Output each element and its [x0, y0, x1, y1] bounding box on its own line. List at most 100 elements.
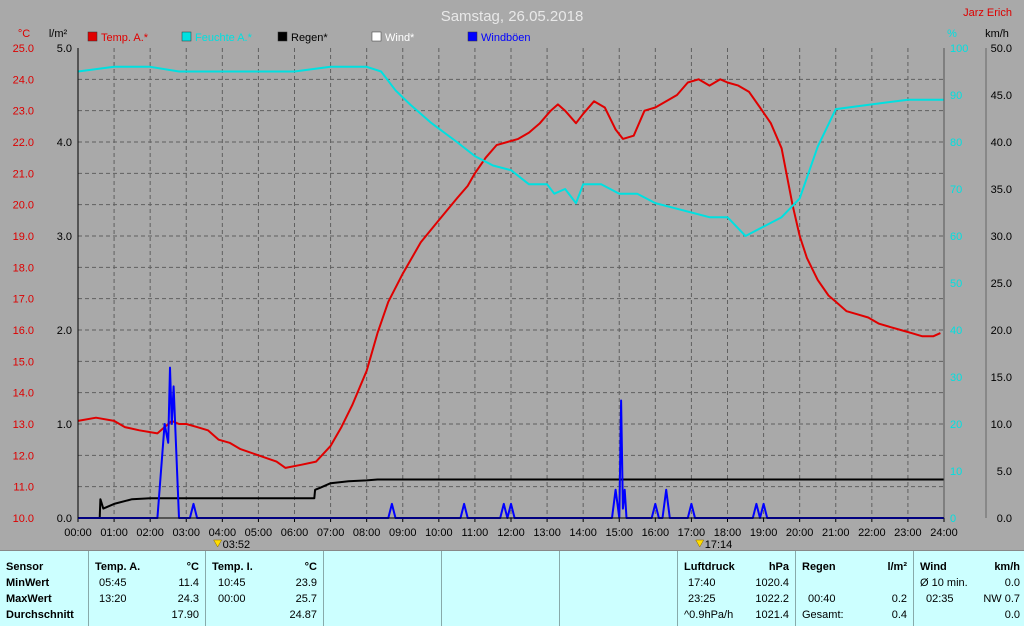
summary-empty-column-2 [442, 551, 560, 626]
rain-axis: 0.0 1.0 2.0 3.0 4.0 5.0 [57, 43, 72, 525]
temp-a-min-value: 11.4 [178, 577, 199, 589]
sunset-icon [695, 539, 705, 548]
time-tick-label: 02:00 [136, 527, 164, 539]
row-label-avg: Durchschnitt [6, 609, 74, 621]
time-tick-label: 01:00 [100, 527, 128, 539]
sunrise-icon [213, 539, 223, 548]
wind-tick-label: 25.0 [991, 278, 1012, 290]
time-tick-label: 15:00 [605, 527, 633, 539]
time-tick-label: 07:00 [317, 527, 345, 539]
sun-markers: 03:52 17:14 [213, 539, 732, 550]
wind-tick-label: 15.0 [991, 372, 1012, 384]
time-tick-label: 05:00 [245, 527, 273, 539]
wind-avg-value: 0.0 [1004, 609, 1020, 621]
legend-swatch [277, 31, 288, 42]
series-line-wind-gusts [78, 366, 944, 519]
summary-temp-a-column: Temp. A. °C 05:45 11.4 13:20 24.3 17.90 [89, 551, 206, 626]
humidity-tick-label: 0 [950, 513, 956, 525]
wind-tick-label: 40.0 [991, 137, 1012, 149]
time-tick-label: 13:00 [533, 527, 561, 539]
summary-pressure-column: Luftdruck hPa 17:40 1020.4 23:25 1022.2 … [678, 551, 796, 626]
humidity-tick-label: 90 [950, 90, 962, 102]
legend-label: Wind* [385, 32, 415, 44]
time-tick-label: 19:00 [750, 527, 778, 539]
series-line-humidity [77, 65, 944, 237]
wind-tick-label: 5.0 [997, 466, 1012, 478]
summary-sensor-column: Sensor MinWert MaxWert Durchschnitt [0, 551, 89, 626]
weather-chart: 10.0 11.0 12.0 13.0 14.0 15.0 16.0 17.0 18.0 19.0… [13, 7, 1012, 550]
wind-tick-label: 30.0 [991, 231, 1012, 243]
wind-tick-label: 45.0 [991, 90, 1012, 102]
temp-tick-label: 25.0 [13, 43, 34, 55]
humidity-tick-label: 50 [950, 278, 962, 290]
humidity-tick-label: 100 [950, 43, 968, 55]
humidity-tick-label: 40 [950, 325, 962, 337]
temp-a-max-value: 24.3 [177, 593, 199, 605]
time-tick-label: 04:00 [209, 527, 237, 539]
time-tick-label: 08:00 [353, 527, 381, 539]
humidity-tick-label: 60 [950, 231, 962, 243]
humidity-tick-label: 80 [950, 137, 962, 149]
temp-tick-label: 12.0 [13, 450, 34, 462]
temp-tick-label: 13.0 [13, 419, 34, 431]
temp-tick-label: 18.0 [13, 262, 34, 274]
legend-label: Regen* [291, 32, 328, 44]
rain-tick-label: 3.0 [57, 231, 72, 243]
time-tick-label: 17:00 [678, 527, 706, 539]
temp-i-header: Temp. I. [212, 561, 253, 573]
chart-title: Samstag, 26.05.2018 [441, 8, 584, 25]
temp-tick-label: 21.0 [13, 168, 34, 180]
legend-swatch [467, 31, 478, 42]
temp-a-unit: °C [186, 561, 199, 573]
wind-unit: km/h [994, 561, 1020, 573]
time-tick-label: 16:00 [642, 527, 670, 539]
summary-wind-column: Wind km/h Ø 10 min. 0.0 02:35 NW 0.7 0.0 [914, 551, 1024, 626]
pressure-header: Luftdruck [684, 561, 735, 573]
rain-total-value: 0.4 [891, 609, 907, 621]
temp-tick-label: 14.0 [13, 388, 34, 400]
summary-panel: Sensor MinWert MaxWert Durchschnitt Temp… [0, 550, 1024, 626]
legend-swatch [371, 31, 382, 42]
time-tick-label: 10:00 [425, 527, 453, 539]
wind-unit-label: km/h [985, 28, 1009, 40]
rain-unit: l/m² [887, 561, 907, 573]
pressure-max-value: 1022.2 [755, 593, 789, 605]
legend-label: Feuchte A.* [195, 32, 253, 44]
temp-tick-label: 16.0 [13, 325, 34, 337]
summary-empty-column-1 [324, 551, 442, 626]
time-tick-label: 11:00 [462, 527, 489, 539]
time-tick-label: 21:00 [822, 527, 850, 539]
temp-tick-label: 22.0 [13, 137, 34, 149]
wind-tick-label: 10.0 [991, 419, 1012, 431]
rain-tick-label: 0.0 [57, 513, 72, 525]
wind-tick-label: 50.0 [991, 43, 1012, 55]
humidity-tick-label: 70 [950, 184, 962, 196]
wind-avg10-value: 0.0 [1004, 577, 1020, 589]
temp-i-max-value: 25.7 [295, 593, 317, 605]
series-line-rain [78, 478, 944, 519]
rain-max-time: 00:40 [808, 593, 836, 605]
legend-swatch [181, 31, 192, 42]
pressure-min-time: 17:40 [688, 577, 716, 589]
humidity-axis: 0 10 20 30 40 50 60 70 80 90 100 [950, 43, 968, 525]
grid [78, 48, 944, 518]
humidity-tick-label: 30 [950, 372, 962, 384]
wind-avg10-label: Ø 10 min. [920, 577, 968, 589]
row-label-max: MaxWert [6, 593, 52, 605]
temp-i-unit: °C [304, 561, 317, 573]
rain-tick-label: 5.0 [57, 43, 72, 55]
pressure-max-time: 23:25 [688, 593, 716, 605]
legend-label: Temp. A.* [101, 32, 149, 44]
pressure-trend: ^0.9hPa/h [684, 609, 734, 621]
author-label: Jarz Erich [963, 7, 1012, 19]
time-tick-label: 06:00 [281, 527, 309, 539]
wind-tick-label: 20.0 [991, 325, 1012, 337]
wind-max-time: 02:35 [926, 593, 954, 605]
rain-tick-label: 1.0 [57, 419, 72, 431]
time-tick-label: 22:00 [858, 527, 886, 539]
humidity-tick-label: 10 [950, 466, 962, 478]
temp-i-min-time: 10:45 [218, 577, 246, 589]
temp-tick-label: 17.0 [13, 294, 34, 306]
time-tick-label: 18:00 [714, 527, 742, 539]
series-group [77, 65, 944, 519]
